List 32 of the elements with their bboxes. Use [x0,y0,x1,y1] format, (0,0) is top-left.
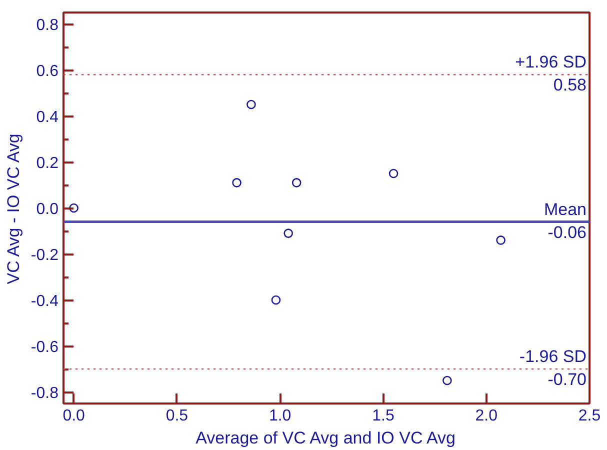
point [69,203,78,213]
x-tick-label: 1.5 [372,408,394,424]
annotation: 0.58 [553,76,587,95]
y-tick-label: 0.8 [36,17,59,34]
x-tick-label: 0.5 [166,408,188,424]
point [292,178,302,188]
y-tick-label: 0.4 [36,109,59,126]
point [442,376,452,386]
y-tick-label: -0.2 [30,247,59,264]
point [496,236,506,245]
annotation: -0.70 [548,370,586,389]
point [388,168,398,178]
y-tick-label: -0.6 [30,339,59,356]
y-tick-label: -0.4 [30,293,59,310]
ref-line-label: -1.96 SD [519,347,587,366]
x-tick-label: 2.0 [475,408,498,424]
x-tick-label: 1.0 [268,408,292,424]
y-tick-label: 0.2 [36,155,59,172]
point [284,228,293,238]
x-axis-title: Average of VC Avg and IO VC Avg [196,428,456,448]
y-tick-label: 0.0 [36,201,59,218]
ref-line-label: +1.96 SD [515,52,587,72]
annotation: -0.06 [548,222,586,242]
x-tick-label: 2.5 [578,408,601,424]
y-axis-title: VC Avg - IO VC Avg [4,134,23,284]
point [232,178,242,188]
ref-line-label: Mean [544,200,587,219]
y-tick-label: -0.8 [30,385,59,402]
x-tick-label: 0.0 [62,408,86,424]
point [246,100,256,110]
y-tick-label: 0.6 [36,63,59,80]
point [271,295,281,305]
